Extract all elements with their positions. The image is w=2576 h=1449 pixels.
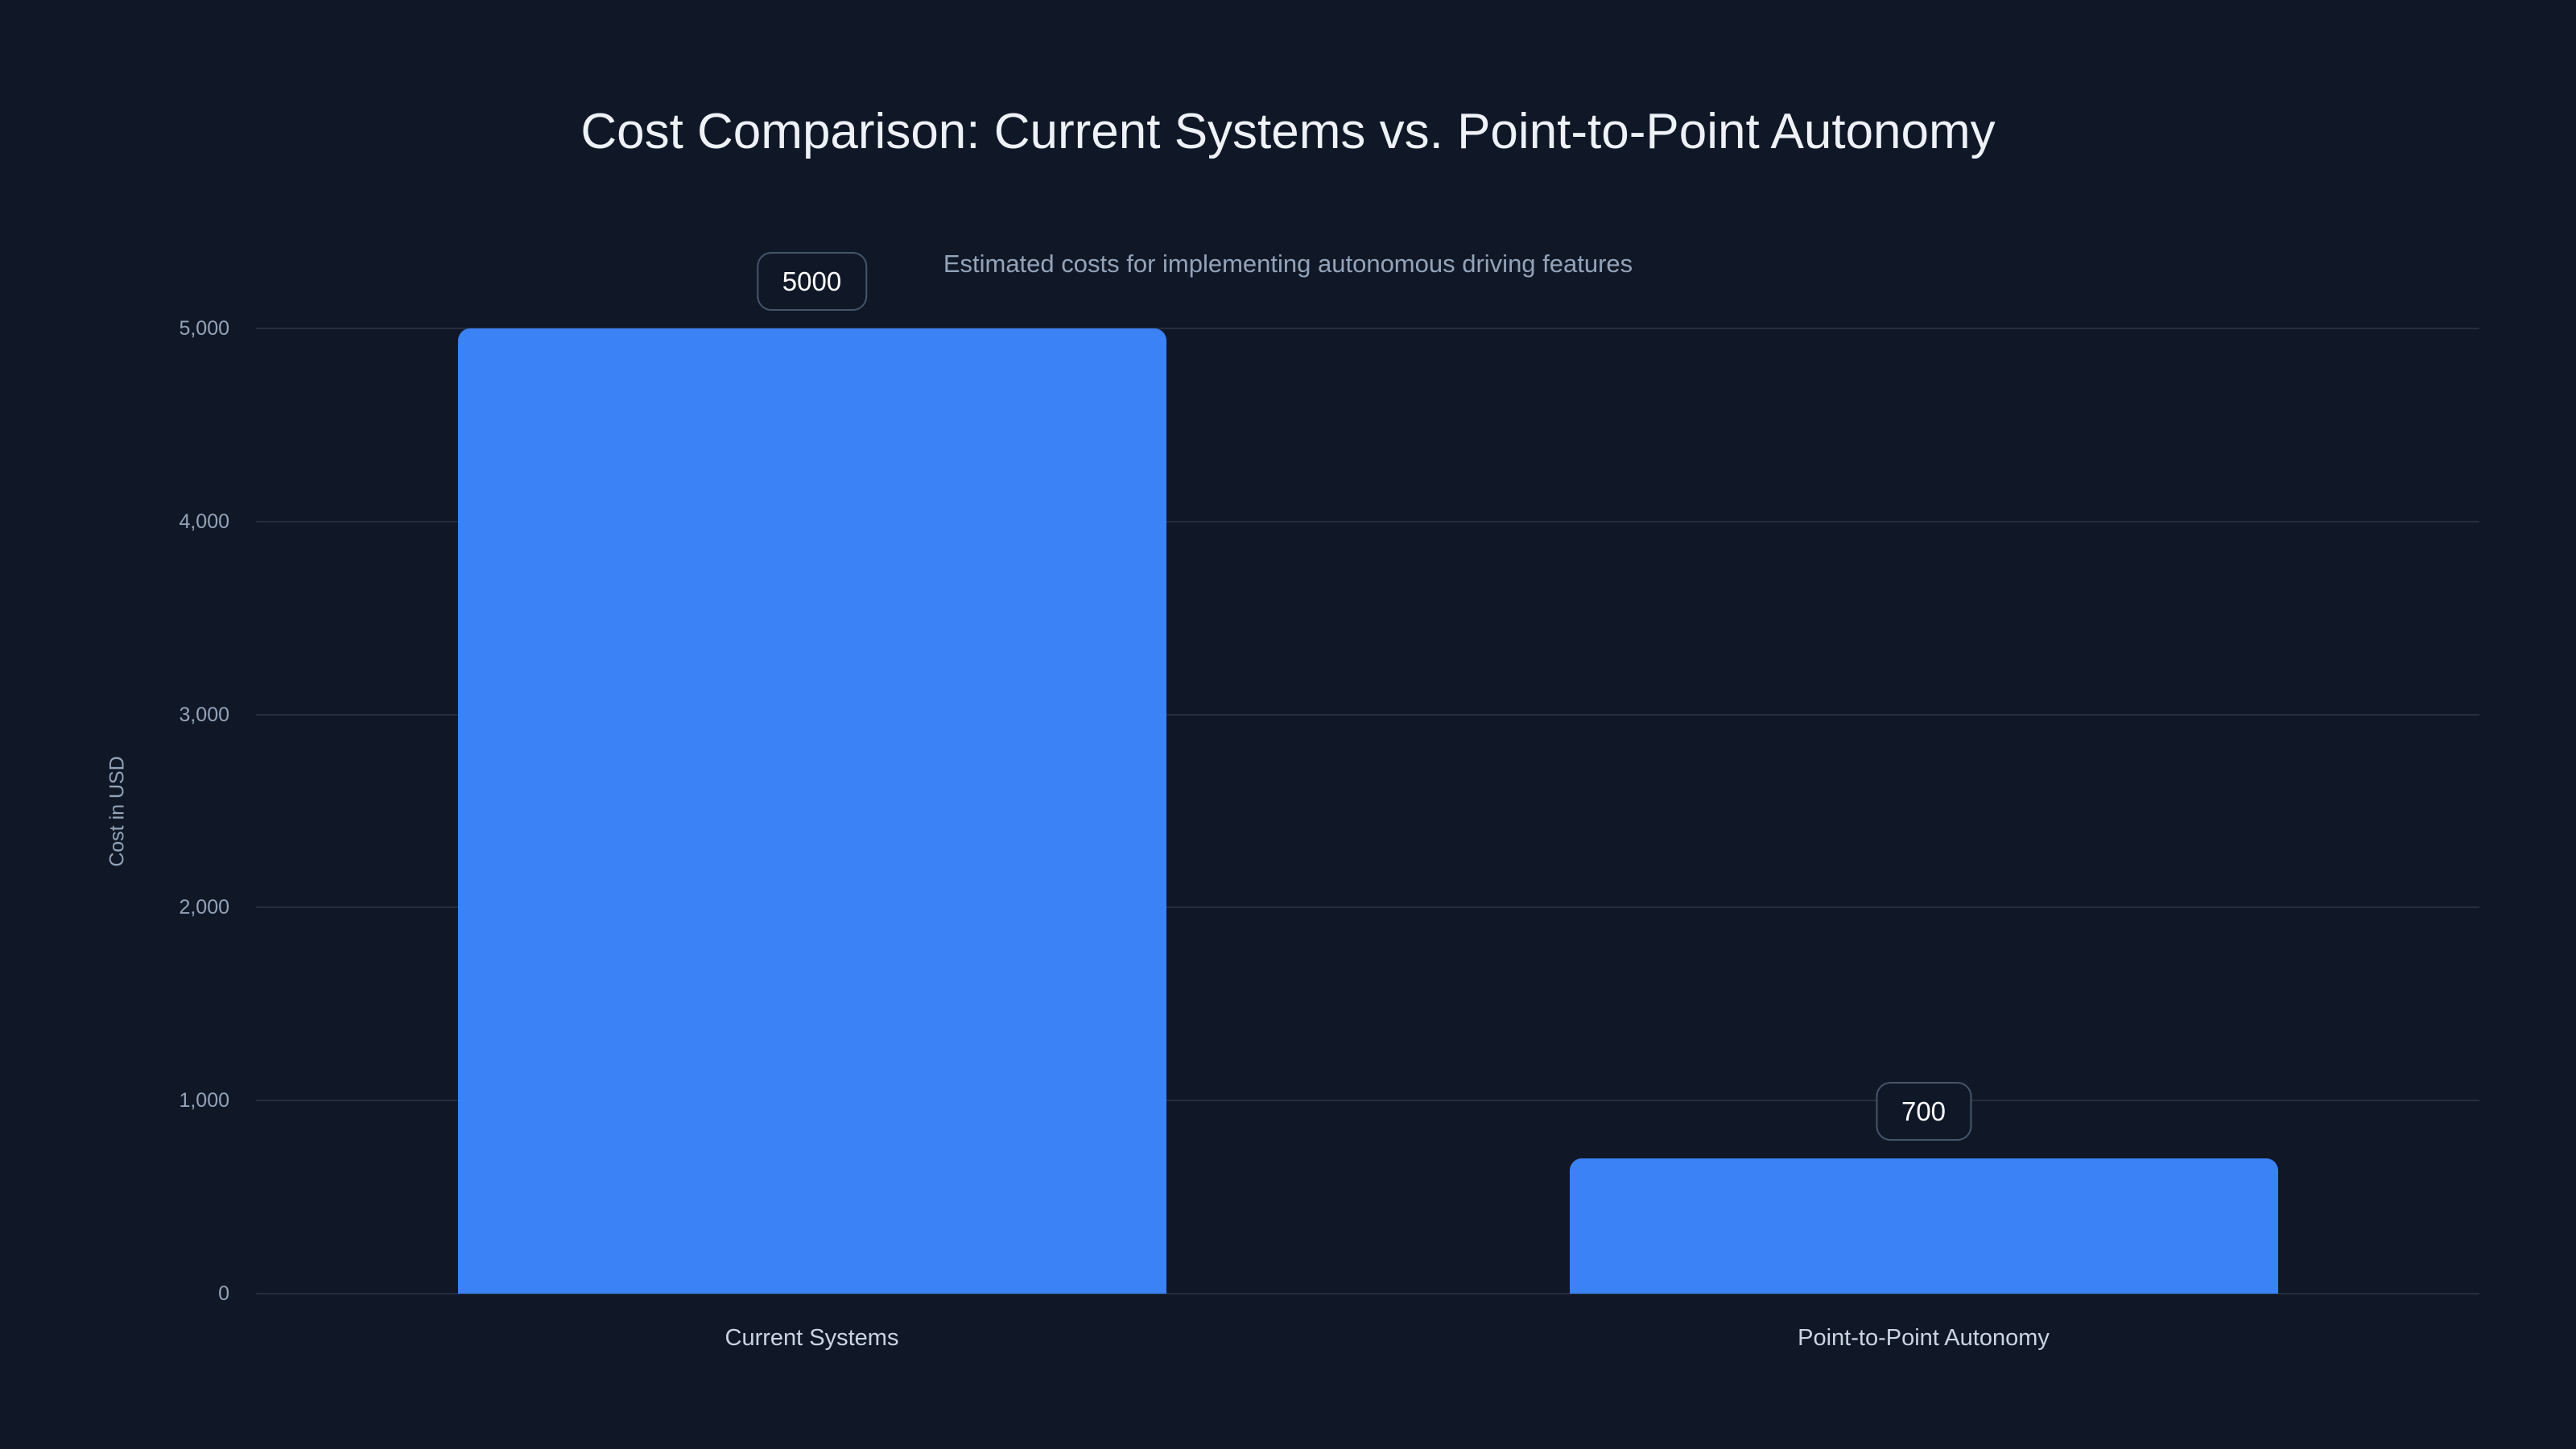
- bar-point-to-point-autonomy: [1569, 1158, 2278, 1294]
- gridline: [256, 906, 2479, 909]
- chart-subtitle: Estimated costs for implementing autonom…: [943, 250, 1633, 278]
- x-category-label-current-systems: Current Systems: [724, 1325, 899, 1351]
- value-label-badge-point-to-point-autonomy: 700: [1875, 1082, 1972, 1141]
- y-tick-label: 0: [218, 1282, 229, 1305]
- y-tick-label: 2,000: [179, 896, 229, 919]
- y-tick-label: 3,000: [179, 703, 229, 726]
- gridline: [256, 520, 2479, 522]
- y-tick-label: 5,000: [179, 317, 229, 340]
- value-label-badge-current-systems: 5000: [756, 252, 868, 311]
- chart-title: Cost Comparison: Current Systems vs. Poi…: [580, 104, 1996, 159]
- gridline: [256, 1100, 2479, 1102]
- y-tick-label: 1,000: [179, 1089, 229, 1113]
- x-category-label-point-to-point-autonomy: Point-to-Point Autonomy: [1798, 1325, 2050, 1351]
- y-axis-title: Cost in USD: [105, 756, 129, 867]
- gridline: [256, 328, 2479, 329]
- gridline: [256, 1293, 2479, 1294]
- bar-current-systems: [457, 328, 1166, 1294]
- gridline: [256, 713, 2479, 716]
- y-tick-label: 4,000: [179, 510, 229, 533]
